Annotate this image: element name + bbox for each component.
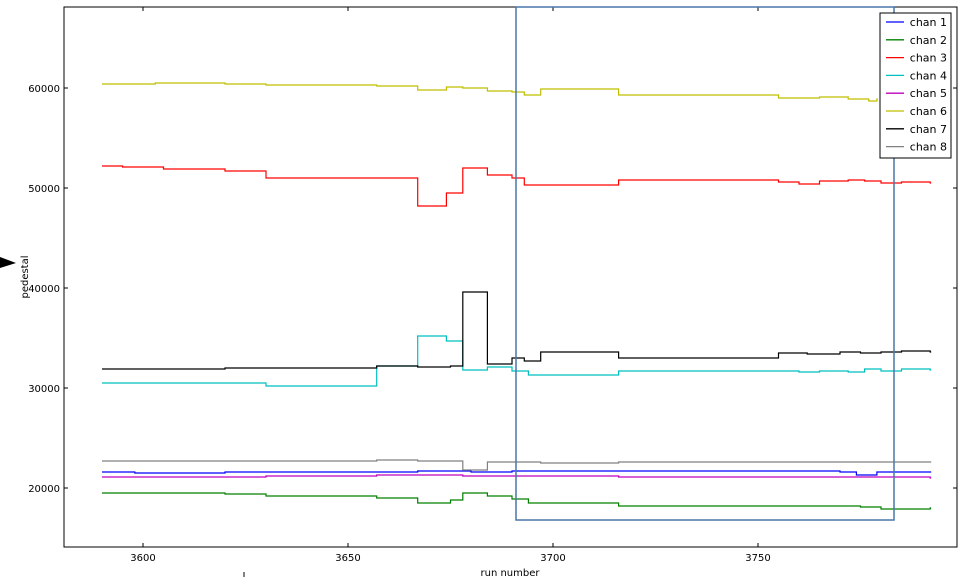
legend-label: chan 4 [910,69,947,82]
legend-label: chan 6 [910,105,947,118]
legend-box [879,12,952,159]
legend-label: chan 7 [910,123,947,136]
series-line-chan-5 [102,474,932,479]
series-line-chan-6 [102,82,878,102]
legend-label: chan 1 [910,16,947,29]
y-tick-label: 60000 [28,84,60,95]
legend-label: chan 3 [910,52,947,65]
x-axis-label: run number [481,568,541,577]
plot-frame [63,6,958,548]
x-tick-label: 3750 [745,553,770,564]
series-lines [102,82,932,510]
x-tick-label: 3700 [540,553,565,564]
series-line-chan-3 [102,165,932,207]
x-tick-label: 3600 [130,553,155,564]
selection-rectangle[interactable] [515,6,895,521]
series-line-chan-7 [102,291,932,370]
series-line-chan-8 [102,459,932,471]
y-tick-label: 50000 [28,184,60,195]
series-line-chan-1 [102,470,932,476]
x-tick-label: 3650 [335,553,360,564]
legend-label: chan 8 [910,141,947,154]
legend-label: chan 2 [910,34,947,47]
y-axis-label: pedestal [20,255,31,298]
series-line-chan-2 [102,492,932,510]
legend-label: chan 5 [910,87,947,100]
y-tick-label: 40000 [28,284,60,295]
axis-ticks: 3600 3650 3700 3750 20000 30000 40000 50000 6000… [28,7,957,564]
y-tick-label: 20000 [28,484,60,495]
left-arrow-icon [0,257,16,268]
y-tick-label: 30000 [28,384,60,395]
legend: chan 1 chan 2 chan 3 chan 4 chan 5 chan 6 chan… [879,12,952,159]
